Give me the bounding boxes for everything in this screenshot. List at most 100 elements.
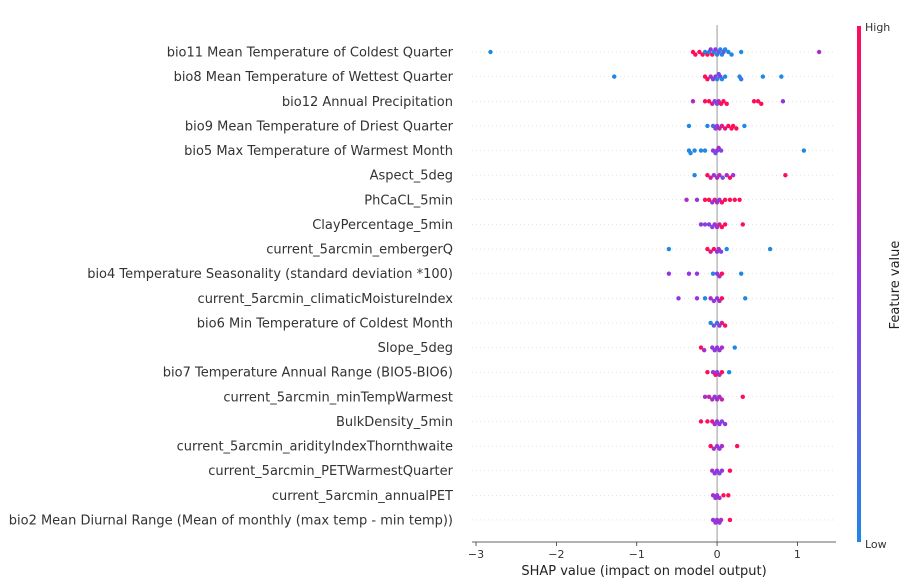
shap-point (738, 49, 744, 55)
shap-point (694, 296, 700, 301)
shap-point (727, 197, 733, 202)
shap-point (726, 493, 731, 498)
shap-point (702, 99, 708, 104)
feature-label: current_5arcmin_climaticMoistureIndex (198, 292, 454, 307)
shap-point (722, 421, 728, 427)
feature-label: bio2 Mean Diurnal Range (Mean of monthly… (9, 513, 453, 528)
shap-point (722, 126, 728, 131)
shap-point (732, 197, 737, 202)
feature-labels: bio11 Mean Temperature of Coldest Quarte… (9, 46, 454, 529)
shap-point (666, 246, 672, 252)
shap-point (779, 74, 784, 79)
shap-point (705, 77, 710, 82)
feature-label: bio5 Max Temperature of Warmest Month (184, 144, 453, 159)
shap-point (718, 148, 724, 153)
shap-point (759, 101, 764, 107)
feature-label: BulkDensity_5min (336, 415, 453, 430)
shap-point (719, 397, 725, 402)
shap-point (719, 77, 725, 82)
shap-point (730, 123, 736, 129)
shap-point (708, 320, 713, 326)
feature-label: bio4 Temperature Seasonality (standard d… (87, 267, 453, 282)
feature-label: bio9 Mean Temperature of Driest Quarter (185, 119, 454, 134)
colorbar-high-label: High (865, 21, 890, 34)
shap-point (697, 49, 702, 55)
shap-point (743, 296, 748, 301)
shap-point (705, 246, 710, 252)
shap-point (705, 172, 710, 178)
shap-point (702, 222, 708, 227)
feature-label: current_5arcmin_minTempWarmest (223, 390, 453, 405)
shap-point (708, 175, 713, 180)
shap-point (698, 419, 704, 424)
shap-point (719, 224, 725, 230)
x-tick-label: 1 (794, 548, 801, 561)
shap-point (708, 47, 713, 52)
shap-point (724, 246, 729, 252)
feature-label: bio11 Mean Temperature of Coldest Quarte… (167, 46, 454, 61)
shap-point (713, 47, 718, 52)
shap-point (702, 347, 707, 353)
x-ticks: −3 −2 −1 0 1 (468, 542, 801, 561)
shap-point (727, 468, 733, 473)
shap-point (694, 271, 700, 276)
shap-point (727, 175, 733, 180)
shap-point (730, 172, 736, 178)
shap-point (719, 369, 725, 375)
x-tick-label: 0 (714, 548, 721, 561)
shap-point (686, 271, 692, 276)
feature-label: current_5arcmin_PETWarmestQuarter (208, 464, 453, 479)
shap-point (724, 172, 729, 178)
shap-point (711, 446, 717, 451)
shap-point (722, 74, 728, 79)
shap-point (692, 148, 697, 153)
shap-point (719, 419, 725, 424)
shap-point (729, 52, 734, 57)
shap-point (698, 222, 704, 227)
shap-point (702, 296, 708, 301)
shap-point (711, 246, 717, 252)
shap-point (722, 222, 728, 227)
shap-point (740, 222, 745, 227)
shap-point (706, 394, 712, 400)
shap-point (710, 271, 716, 276)
feature-label: current_5arcmin_embergerQ (266, 243, 453, 258)
shap-point (612, 74, 617, 79)
shap-point (721, 99, 726, 104)
shap-point (718, 249, 724, 254)
shap-point (722, 323, 728, 328)
shap-point (726, 49, 731, 55)
feature-label: ClayPercentage_5min (312, 218, 453, 233)
shap-point (742, 123, 747, 129)
shap-point (706, 222, 712, 227)
shap-point (767, 246, 773, 252)
x-tick-label: −3 (468, 548, 484, 561)
shap-point (706, 197, 712, 202)
shap-point (727, 517, 733, 523)
shap-point (488, 49, 493, 55)
shap-point (705, 369, 710, 375)
shap-point (688, 150, 693, 156)
feature-label: Slope_5deg (378, 341, 453, 356)
shap-point (706, 99, 712, 104)
shap-point (732, 345, 737, 350)
shap-point (666, 271, 672, 276)
shap-point (708, 443, 713, 449)
shap-point (693, 52, 698, 57)
shap-point (720, 175, 725, 180)
shap-point (692, 172, 697, 178)
shap-point (676, 296, 681, 301)
colorbar-low-label: Low (865, 538, 887, 551)
shap-point (711, 172, 717, 178)
shap-point (717, 172, 722, 178)
shap-point (760, 74, 766, 79)
feature-label: bio12 Annual Precipitation (282, 95, 453, 110)
shap-point (722, 197, 728, 202)
shap-point (708, 249, 713, 254)
shap-point (711, 298, 717, 304)
shap-point (719, 200, 725, 205)
shap-point (694, 197, 700, 202)
shap-point (801, 148, 807, 153)
shap-point (737, 197, 742, 202)
feature-label: bio8 Mean Temperature of Wettest Quarter (174, 70, 454, 85)
